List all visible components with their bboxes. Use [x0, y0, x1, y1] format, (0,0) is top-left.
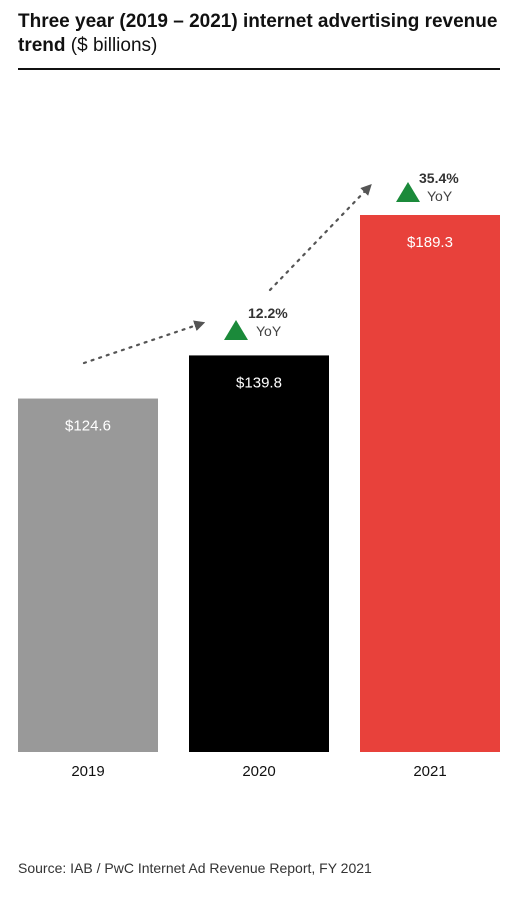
- value-label-2020: $139.8: [236, 374, 282, 391]
- title-divider: [18, 68, 500, 70]
- chart-title-unit: ($ billions): [65, 35, 158, 56]
- chart-title: Three year (2019 – 2021) internet advert…: [18, 10, 508, 58]
- trend-arrow-1: [82, 320, 206, 365]
- value-label-2019: $124.6: [65, 418, 111, 435]
- growth-unit-label: YoY: [427, 188, 453, 204]
- growth-unit-label: YoY: [256, 323, 282, 339]
- bar-2019: [18, 398, 158, 752]
- value-label-2021: $189.3: [407, 234, 453, 251]
- x-tick-label-2019: 2019: [71, 763, 104, 780]
- x-tick-label-2021: 2021: [413, 763, 446, 780]
- x-tick-label-2020: 2020: [242, 763, 275, 780]
- growth-pct-label: 35.4%: [419, 170, 459, 186]
- source-note: Source: IAB / PwC Internet Ad Revenue Re…: [18, 860, 372, 876]
- bar-2021: [360, 215, 500, 752]
- trend-arrow-2: [268, 184, 372, 292]
- growth-up-icon: [224, 320, 248, 340]
- chart-title-main: Three year (2019 – 2021) internet advert…: [18, 11, 498, 56]
- bar-2020: [189, 355, 329, 752]
- growth-up-icon: [396, 182, 420, 202]
- growth-pct-label: 12.2%: [248, 305, 288, 321]
